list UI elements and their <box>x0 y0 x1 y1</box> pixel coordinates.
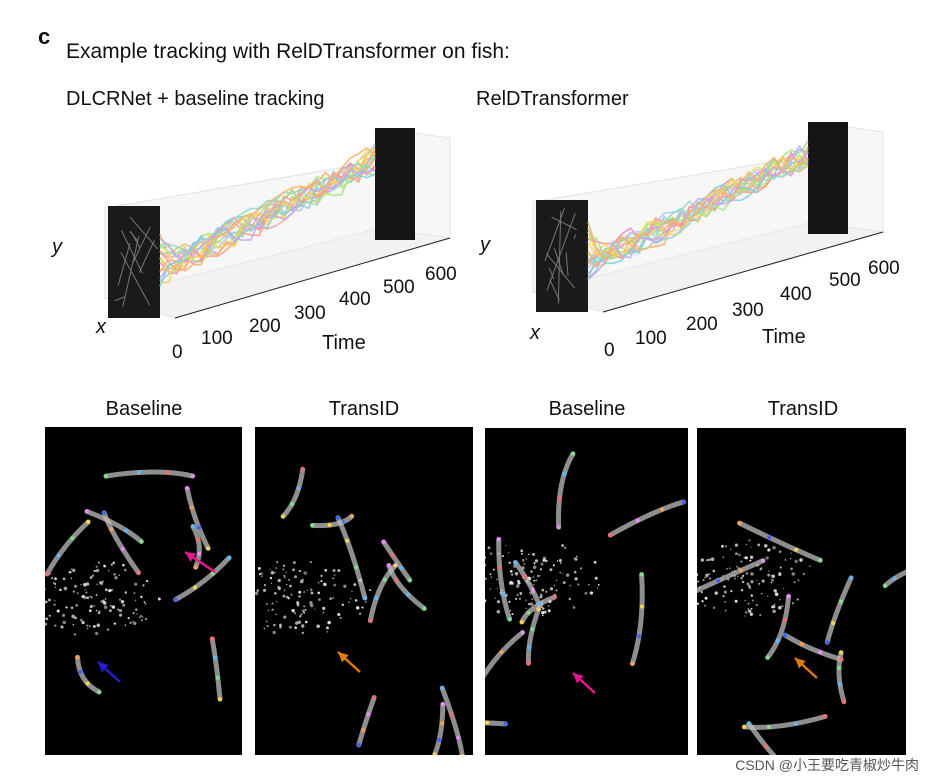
y-axis-label: y <box>480 234 490 256</box>
plot-title-baseline: DLCRNet + baseline tracking <box>66 88 325 110</box>
end-frame-image <box>375 128 415 240</box>
time-axis-label: Time <box>322 332 366 354</box>
panel-letter: c <box>38 24 51 49</box>
start-frame-image <box>108 206 160 318</box>
fish <box>485 630 526 679</box>
time-tick-500: 500 <box>829 270 861 291</box>
x-axis-label: x <box>96 316 106 338</box>
frame-label-transid-1: TransID <box>328 398 400 420</box>
fish <box>496 536 513 622</box>
fish <box>74 654 102 695</box>
fish <box>101 510 141 576</box>
plot-title-reidtransformer: RelDTransformer <box>476 88 629 110</box>
fish <box>485 720 508 727</box>
fish <box>173 555 232 603</box>
indicator-arrow <box>572 672 596 694</box>
time-tick-100: 100 <box>635 328 667 349</box>
time-tick-0: 0 <box>172 342 183 363</box>
indicator-arrow <box>97 661 121 683</box>
end-frame-image <box>808 122 848 234</box>
fish <box>309 513 355 529</box>
fish <box>190 523 202 570</box>
fish <box>782 632 844 662</box>
fish <box>741 713 828 730</box>
fish <box>824 575 854 645</box>
trajectory-line <box>587 164 809 263</box>
video-frame-transid-1 <box>255 427 473 755</box>
trajectory-line <box>587 144 809 280</box>
time-tick-600: 600 <box>868 258 900 279</box>
fish <box>439 685 465 755</box>
time-tick-300: 300 <box>732 300 764 321</box>
time-tick-500: 500 <box>383 277 415 298</box>
trajectory-line <box>587 146 809 262</box>
time-tick-600: 600 <box>425 264 457 285</box>
fish <box>607 499 687 538</box>
tracking-3d-plot-baseline <box>103 127 451 319</box>
fish <box>209 636 223 702</box>
fish <box>746 721 777 755</box>
trajectory-line <box>159 146 376 272</box>
indicator-arrow <box>184 550 216 574</box>
trajectory-line <box>159 152 376 256</box>
time-tick-400: 400 <box>339 289 371 310</box>
video-frame-baseline-1 <box>45 427 242 755</box>
trajectory-line <box>159 161 376 264</box>
fish <box>386 562 427 611</box>
fish <box>519 594 558 625</box>
fish <box>184 485 211 551</box>
fish <box>432 701 446 755</box>
time-tick-200: 200 <box>686 314 718 335</box>
trajectory-line <box>159 152 376 260</box>
fish <box>737 520 823 563</box>
fish <box>836 650 847 705</box>
fish <box>629 572 645 667</box>
time-axis-label: Time <box>762 326 806 348</box>
watermark: CSDN @小王要吃青椒炒牛肉 <box>735 757 919 773</box>
fish <box>765 593 792 661</box>
frame-label-baseline-2: Baseline <box>548 398 626 420</box>
frame-label-transid-2: TransID <box>767 398 839 420</box>
time-tick-100: 100 <box>201 328 233 349</box>
fish <box>697 558 766 594</box>
video-frame-baseline-2 <box>485 428 688 755</box>
fish <box>356 695 377 748</box>
time-tick-200: 200 <box>249 316 281 337</box>
tracking-3d-plot-reidtransformer <box>531 121 884 313</box>
fish <box>882 569 906 589</box>
fish <box>512 559 543 609</box>
trajectory-line <box>587 153 809 259</box>
figure-heading: Example tracking with RelDTransformer on… <box>66 40 510 63</box>
x-axis-label: x <box>530 322 540 344</box>
trajectory-line <box>159 167 376 258</box>
time-tick-400: 400 <box>780 284 812 305</box>
trajectory-line <box>159 173 376 287</box>
fish <box>45 519 91 577</box>
video-frame-transid-2 <box>697 428 906 755</box>
fish <box>335 515 368 601</box>
y-axis-label: y <box>52 236 62 258</box>
fish <box>103 469 196 479</box>
time-tick-300: 300 <box>294 303 326 324</box>
fish <box>280 466 306 519</box>
indicator-arrow <box>337 651 361 673</box>
time-tick-0: 0 <box>604 340 615 361</box>
fish <box>555 451 576 530</box>
start-frame-image <box>536 200 588 312</box>
indicator-arrow <box>794 657 818 679</box>
fish <box>381 539 413 583</box>
frame-label-baseline-1: Baseline <box>105 398 183 420</box>
